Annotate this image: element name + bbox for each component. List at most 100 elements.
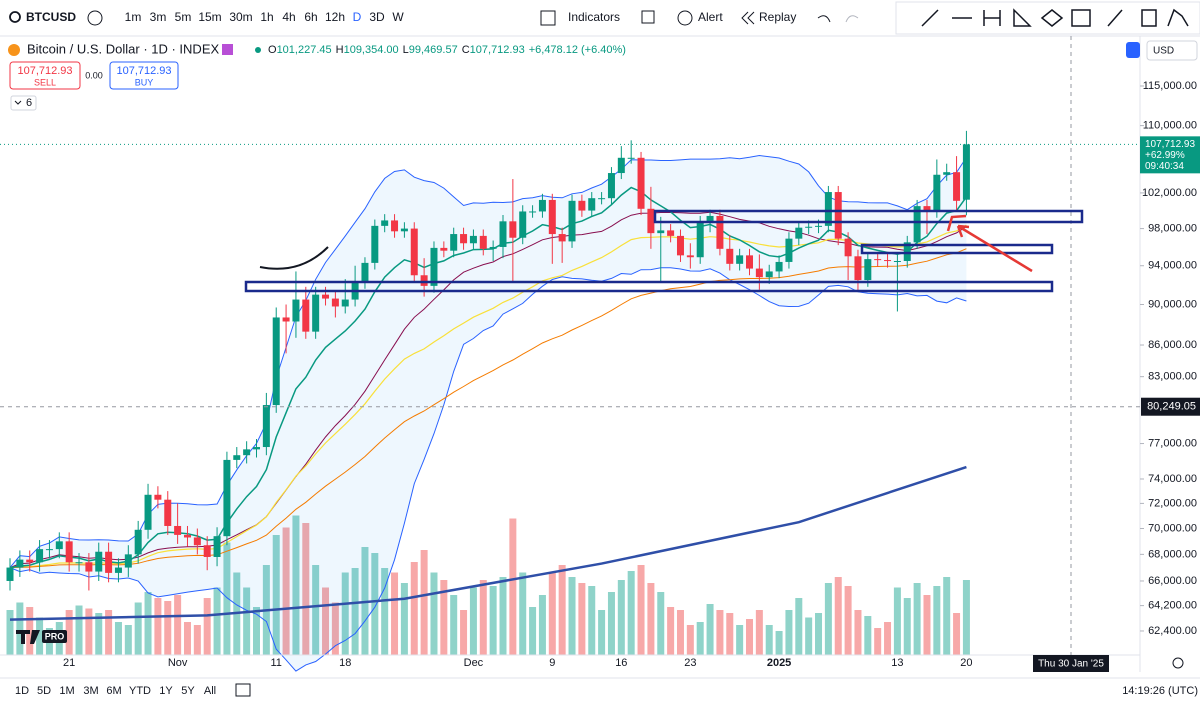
candle-body — [460, 234, 468, 244]
buy-label: BUY — [135, 77, 154, 87]
candle-body — [795, 227, 803, 239]
candle-body — [361, 262, 369, 282]
candle-body — [341, 299, 349, 307]
candle-body — [499, 221, 507, 247]
layout-icon[interactable] — [641, 10, 655, 24]
range-button[interactable]: All — [204, 685, 216, 697]
path-tool[interactable] — [1107, 9, 1123, 27]
volume-bar — [962, 580, 970, 655]
range-button[interactable]: 1M — [59, 685, 74, 697]
volume-bar — [558, 565, 566, 655]
axis-settings[interactable] — [1172, 657, 1184, 669]
candle-body — [657, 230, 665, 234]
alert-button[interactable]: Alert — [698, 10, 723, 24]
volume-bar — [183, 622, 191, 655]
range-button[interactable]: 5D — [37, 685, 51, 697]
range-button[interactable]: 5Y — [181, 685, 195, 697]
volume-bar — [746, 619, 753, 655]
indicators-toggle[interactable] — [10, 95, 37, 111]
interval[interactable]: 6h — [304, 10, 317, 24]
change: +6,478.12 (+6.40%) — [529, 44, 626, 56]
range-button[interactable]: 3M — [83, 685, 98, 697]
volume-bar — [400, 583, 408, 655]
volume-bar — [903, 598, 911, 655]
candle-body — [538, 199, 546, 212]
interval[interactable]: W — [392, 10, 404, 24]
candle-body — [785, 238, 793, 262]
sync-icon[interactable] — [1126, 42, 1140, 58]
time-label: Nov — [168, 657, 188, 669]
ema-orange — [9, 248, 967, 569]
volume-bar — [312, 565, 320, 655]
btc-icon — [8, 44, 20, 56]
shape-tool[interactable] — [1040, 9, 1064, 27]
candle-body — [479, 235, 487, 249]
replay-button[interactable]: Replay — [759, 10, 796, 24]
interval[interactable]: D — [353, 10, 362, 24]
interval[interactable]: 1m — [125, 10, 142, 24]
candle-body — [519, 211, 527, 238]
volume-bar — [193, 625, 201, 655]
sell-button[interactable] — [9, 61, 81, 90]
fib-tool[interactable] — [1013, 8, 1032, 27]
candle-body — [844, 238, 852, 257]
price-label: 66,000.00 — [1148, 575, 1197, 587]
volume-bar — [854, 610, 862, 655]
volume-bar — [884, 622, 892, 655]
add-symbol[interactable] — [87, 10, 103, 26]
interval[interactable]: 15m — [198, 10, 221, 24]
volume-bar — [874, 628, 882, 655]
candle-body — [6, 567, 14, 581]
flag — [222, 44, 233, 55]
date-range-icon[interactable] — [235, 683, 251, 697]
ohlc-key: L — [403, 44, 409, 56]
volume-bar — [598, 610, 606, 655]
undo[interactable] — [817, 15, 831, 23]
range-button[interactable]: YTD — [129, 685, 151, 697]
price-label: 83,000.00 — [1148, 371, 1197, 383]
volume-bar — [785, 610, 793, 655]
volume-bar — [243, 587, 251, 655]
candle-body — [874, 259, 882, 261]
trend-line-tool[interactable] — [921, 9, 939, 27]
range-button[interactable]: 1Y — [159, 685, 173, 697]
interval[interactable]: 1h — [260, 10, 273, 24]
replay-icon — [741, 11, 755, 25]
range-tool[interactable] — [983, 10, 1001, 26]
price-label: 62,400.00 — [1148, 625, 1197, 637]
volume-bar — [381, 568, 389, 655]
alert-icon — [677, 10, 693, 26]
candle-body — [420, 275, 428, 286]
currency-select[interactable] — [1146, 40, 1198, 61]
interval[interactable]: 3D — [369, 10, 385, 24]
search-icon[interactable] — [9, 11, 21, 23]
candle-body — [696, 222, 704, 258]
redo[interactable] — [845, 15, 859, 23]
interval[interactable]: 3m — [150, 10, 167, 24]
candle-body — [578, 200, 586, 211]
symbol[interactable]: BTCUSD — [26, 10, 76, 24]
volume-bar — [775, 631, 783, 655]
chevron — [14, 100, 22, 105]
buy-button[interactable] — [109, 61, 179, 90]
volume-bar — [420, 550, 428, 655]
interval[interactable]: 4h — [282, 10, 295, 24]
polyline-tool[interactable] — [1167, 8, 1189, 27]
volume-bar — [519, 572, 527, 655]
drawn-rectangle — [860, 243, 1054, 255]
price-label: 110,000.00 — [1143, 120, 1197, 132]
candle-body — [805, 226, 813, 228]
interval[interactable]: 12h — [325, 10, 345, 24]
interval[interactable]: 5m — [175, 10, 192, 24]
crosshair-price: 80,249.05 — [1147, 401, 1196, 413]
brush-tool[interactable] — [1141, 9, 1157, 27]
rect-tool[interactable] — [1071, 9, 1091, 27]
candle-body — [322, 294, 330, 299]
ohlc-key: O — [268, 44, 277, 56]
interval[interactable]: 30m — [229, 10, 252, 24]
indicators-button[interactable]: Indicators — [568, 10, 620, 24]
range-button[interactable]: 6M — [106, 685, 121, 697]
candle-body — [647, 208, 655, 234]
range-button[interactable]: 1D — [15, 685, 29, 697]
